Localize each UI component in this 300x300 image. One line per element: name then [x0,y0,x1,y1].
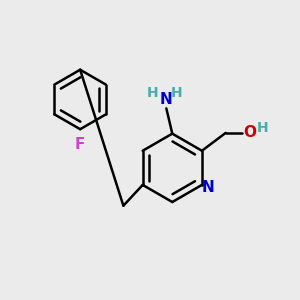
Text: H: H [146,86,158,100]
Text: F: F [75,137,85,152]
Text: H: H [256,121,268,135]
Text: N: N [160,92,173,106]
Text: O: O [244,125,256,140]
Text: H: H [171,86,183,100]
Text: N: N [202,180,215,195]
